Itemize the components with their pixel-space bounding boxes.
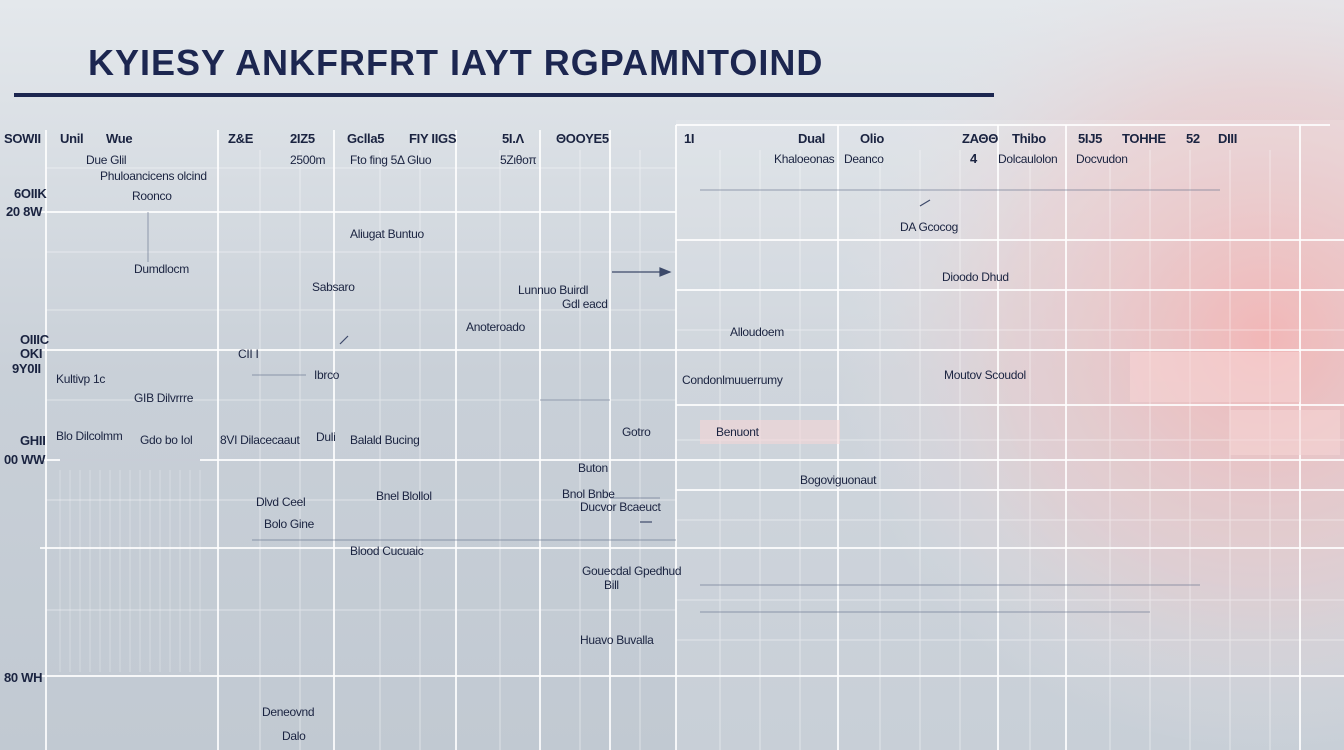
table-cell: GIB Dilvrrre — [134, 391, 194, 405]
row-label: GHII — [20, 433, 46, 448]
table-cell: Bill — [604, 578, 619, 592]
page-title: KYIESY ANKFRFRT IAYT RGPAMNTOIND — [88, 42, 824, 83]
table-cell: Buton — [578, 461, 608, 475]
title-underline — [14, 93, 994, 97]
table-cell: Ducvor Bcaeuct — [580, 500, 661, 514]
left-header-cell: Ζ&Ε — [228, 131, 254, 146]
table-cell: Gdl eacd — [562, 297, 608, 311]
table-cell: Deneovnd — [262, 705, 315, 719]
table-cell: Sabsaro — [312, 280, 355, 294]
table-cell: Balald Bucing — [350, 433, 420, 447]
table-cell: Bolo Gine — [264, 517, 314, 531]
table-cell: Gotro — [622, 425, 651, 439]
table-cell: CII I — [238, 347, 259, 361]
left-header-cell: Gclla5 — [347, 131, 385, 146]
left-header-cell: Unil — [60, 131, 84, 146]
table-cell: Ibrco — [314, 368, 340, 382]
left-header-cell: 5Ι.Λ — [502, 131, 524, 146]
table-cell: Blo Dilcolmm — [56, 429, 123, 443]
right-subheader-cell: Khaloeonas — [774, 152, 835, 166]
left-header-cell: Wue — [106, 131, 133, 146]
row-label: 9Y0II — [12, 361, 41, 376]
left-subheader-cell: Due Glil — [86, 153, 127, 167]
right-header-cell: 1Ι — [684, 131, 695, 146]
right-header-cell: TOHHE — [1122, 131, 1166, 146]
table-cell: Dlvd Ceel — [256, 495, 306, 509]
right-header-cell: DIIΙ — [1218, 131, 1238, 146]
row-label: 00 WW — [4, 452, 46, 467]
table-cell: Duli — [316, 430, 336, 444]
right-header-cell: Thibo — [1012, 131, 1046, 146]
left-header-cell: 2ΙΖ5 — [290, 131, 315, 146]
right-header-cell: 5IJ5 — [1078, 131, 1103, 146]
table-cell: Lunnuo Buirdl — [518, 283, 589, 297]
table-cell: Alloudoem — [730, 325, 785, 339]
row-label: OKI — [20, 346, 43, 361]
table-cell: Bogoviguonaut — [800, 473, 877, 487]
right-header-cell: ΖΑΘΘ — [962, 131, 999, 146]
table-cell: Anoteroado — [466, 320, 526, 334]
table-cell: Huavo Buvalla — [580, 633, 654, 647]
left-header-cell: FIY IIGS — [409, 131, 457, 146]
table-cell: Aliugat Buntuo — [350, 227, 424, 241]
table-cell: Gdo bo Iol — [140, 433, 193, 447]
right-subheader-cell: Deanco — [844, 152, 884, 166]
right-subheader-cell: 4 — [970, 151, 977, 166]
table-cell: Roonco — [132, 189, 172, 203]
table-cell: Blood Cucuaic — [350, 544, 424, 558]
left-header-cell: ΘΟΟΥΕ5 — [556, 131, 609, 146]
left-subheader-cell: 5Ζιθοπ — [500, 153, 537, 167]
left-subheader-cell: Fto fing 5Δ Gluo — [350, 153, 432, 167]
row-label: OIIIC — [20, 332, 49, 347]
row-label: 20 8W — [6, 204, 43, 219]
table-cell: Bnol Bnbe — [562, 487, 615, 501]
table-cell: Dalo — [282, 729, 306, 743]
table-cell: Phuloancicens olcind — [100, 169, 207, 183]
table-cell: Bnel Blollol — [376, 489, 432, 503]
table-cell: Condonlmuuerrumy — [682, 373, 783, 387]
right-subheader-cell: Docvudon — [1076, 152, 1128, 166]
row-label: 6OIIK — [14, 186, 47, 201]
left-header-cell: SOWII — [4, 131, 41, 146]
right-subheader-cell: Dolcaulolon — [998, 152, 1058, 166]
row-label: 80 WH — [4, 670, 43, 685]
table-cell: Moutov Scoudol — [944, 368, 1026, 382]
table-cell: Kultivp 1c — [56, 372, 106, 386]
left-subheader-cell: 2500m — [290, 153, 326, 167]
table-cell: Benuont — [716, 425, 759, 439]
table-cell: Dioodo Dhud — [942, 270, 1009, 284]
table-cell: Gouecdal Gpedhud — [582, 564, 682, 578]
table-cell: Dumdlocm — [134, 262, 189, 276]
table-cell: 8VI Dilacecaaut — [220, 433, 300, 447]
right-header-cell: Dual — [798, 131, 825, 146]
right-header-cell: Olio — [860, 131, 885, 146]
right-header-cell: 52 — [1186, 131, 1200, 146]
table-cell: DA Gcocog — [900, 220, 958, 234]
